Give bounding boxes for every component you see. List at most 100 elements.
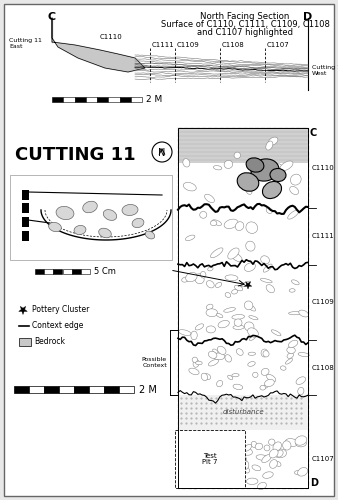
- Ellipse shape: [212, 220, 221, 226]
- Ellipse shape: [208, 266, 213, 271]
- Ellipse shape: [270, 168, 286, 181]
- Ellipse shape: [234, 285, 243, 291]
- Text: C: C: [310, 128, 317, 138]
- Ellipse shape: [268, 137, 278, 145]
- Text: C1109: C1109: [177, 42, 200, 48]
- Ellipse shape: [195, 275, 204, 283]
- Bar: [178, 128, 308, 488]
- Text: D: D: [304, 12, 313, 22]
- Ellipse shape: [271, 330, 281, 336]
- Ellipse shape: [191, 274, 203, 278]
- Ellipse shape: [122, 204, 138, 216]
- Text: N: N: [158, 148, 166, 158]
- Ellipse shape: [281, 366, 286, 370]
- Bar: [97, 97, 108, 102]
- Ellipse shape: [252, 465, 261, 471]
- Bar: [178, 128, 308, 488]
- Ellipse shape: [241, 456, 247, 464]
- Bar: [178, 128, 308, 488]
- Bar: [19, 338, 31, 346]
- Text: Surface of C1110, C1111, C1109, C1108: Surface of C1110, C1111, C1109, C1108: [161, 20, 330, 29]
- Text: C1110: C1110: [312, 165, 335, 171]
- Text: 5 Cm: 5 Cm: [94, 268, 116, 276]
- Ellipse shape: [191, 472, 202, 482]
- Ellipse shape: [249, 316, 258, 320]
- Ellipse shape: [236, 348, 243, 356]
- Ellipse shape: [231, 252, 242, 262]
- Bar: [108, 97, 120, 102]
- Ellipse shape: [285, 358, 293, 364]
- Bar: [119, 386, 134, 393]
- Ellipse shape: [260, 386, 266, 390]
- Ellipse shape: [83, 201, 97, 213]
- Text: C1108: C1108: [312, 364, 335, 370]
- Ellipse shape: [249, 336, 256, 340]
- Text: C1107: C1107: [312, 456, 335, 462]
- Ellipse shape: [298, 352, 309, 356]
- Ellipse shape: [289, 288, 295, 292]
- Ellipse shape: [246, 158, 264, 172]
- Ellipse shape: [270, 460, 277, 468]
- Ellipse shape: [227, 376, 233, 380]
- Ellipse shape: [213, 349, 218, 354]
- Ellipse shape: [217, 441, 226, 451]
- Bar: [131, 97, 142, 102]
- Ellipse shape: [216, 314, 223, 318]
- Ellipse shape: [262, 454, 272, 462]
- Ellipse shape: [188, 440, 198, 450]
- Ellipse shape: [251, 159, 279, 181]
- Ellipse shape: [201, 373, 208, 380]
- Text: C1111: C1111: [312, 234, 335, 239]
- Ellipse shape: [183, 158, 190, 167]
- Ellipse shape: [248, 328, 258, 338]
- Ellipse shape: [248, 352, 256, 356]
- Ellipse shape: [132, 218, 144, 228]
- Ellipse shape: [233, 384, 243, 390]
- Text: Cutting 11
West: Cutting 11 West: [312, 65, 338, 76]
- Ellipse shape: [204, 194, 214, 202]
- Ellipse shape: [224, 308, 236, 312]
- Ellipse shape: [266, 208, 272, 214]
- Ellipse shape: [246, 478, 258, 484]
- Ellipse shape: [288, 340, 298, 347]
- Ellipse shape: [263, 472, 273, 478]
- Ellipse shape: [208, 352, 217, 358]
- Ellipse shape: [252, 372, 258, 378]
- Ellipse shape: [294, 470, 305, 475]
- Ellipse shape: [189, 368, 199, 374]
- Ellipse shape: [290, 174, 301, 185]
- Ellipse shape: [198, 470, 206, 474]
- Bar: [74, 386, 89, 393]
- Ellipse shape: [260, 278, 272, 283]
- Ellipse shape: [206, 304, 213, 310]
- Ellipse shape: [274, 449, 287, 458]
- Text: North Facing Section: North Facing Section: [200, 12, 290, 21]
- Ellipse shape: [202, 480, 211, 488]
- Polygon shape: [244, 282, 252, 289]
- Ellipse shape: [74, 226, 86, 234]
- Ellipse shape: [213, 166, 222, 170]
- Ellipse shape: [266, 141, 273, 150]
- Ellipse shape: [263, 182, 282, 198]
- Ellipse shape: [234, 319, 242, 326]
- Ellipse shape: [228, 248, 239, 259]
- Ellipse shape: [178, 330, 191, 336]
- Ellipse shape: [181, 442, 189, 451]
- Ellipse shape: [264, 445, 270, 451]
- Bar: [81, 269, 90, 274]
- Text: 2 M: 2 M: [146, 96, 162, 104]
- Ellipse shape: [272, 164, 282, 169]
- Text: Possible
Context: Possible Context: [142, 357, 167, 368]
- Ellipse shape: [245, 303, 256, 311]
- Ellipse shape: [183, 182, 196, 191]
- Ellipse shape: [296, 377, 306, 384]
- Ellipse shape: [196, 447, 208, 453]
- Ellipse shape: [145, 231, 155, 239]
- Bar: [22, 190, 29, 200]
- Ellipse shape: [255, 443, 263, 450]
- Ellipse shape: [230, 470, 242, 481]
- Ellipse shape: [287, 353, 293, 358]
- Text: Bedrock: Bedrock: [34, 338, 65, 346]
- Ellipse shape: [291, 280, 299, 285]
- Text: C1111: C1111: [152, 42, 175, 48]
